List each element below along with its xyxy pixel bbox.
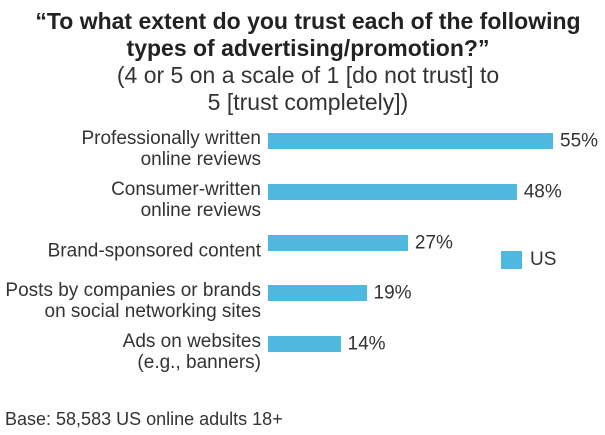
- data-label-value: 48: [523, 181, 545, 203]
- category-label: Posts by companies or brands on social n…: [5, 280, 261, 323]
- legend: US: [501, 249, 556, 270]
- data-label-value: 55: [560, 130, 582, 152]
- legend-swatch: [501, 250, 522, 269]
- data-label: 14%: [348, 334, 386, 355]
- data-label-unit: %: [394, 282, 412, 304]
- category-label: Ads on websites (e.g., banners): [122, 331, 261, 373]
- data-label-value: 27: [414, 232, 437, 253]
- category-label: Consumer-written online reviews: [111, 178, 261, 221]
- chart-subtitle: (4 or 5 on a scale of 1 [do not trust] t…: [116, 62, 500, 115]
- base-note: Base: 58,583 US online adults 18+: [5, 409, 283, 429]
- data-label-value: 19: [373, 282, 395, 304]
- bar: [268, 183, 517, 200]
- bar: [268, 336, 341, 352]
- category-label: Professionally written online reviews: [81, 128, 261, 170]
- category-label: Brand-sponsored content: [47, 240, 261, 261]
- data-label: 48%: [524, 181, 562, 202]
- data-label-unit: %: [544, 181, 562, 203]
- bar: [268, 133, 553, 149]
- data-label-unit: %: [368, 333, 386, 355]
- bar: [268, 234, 408, 251]
- data-label-value: 14: [347, 333, 369, 355]
- chart-title: “To what extent do you trust each of the…: [35, 8, 581, 61]
- data-label: 19%: [374, 283, 412, 304]
- legend-label: US: [530, 249, 557, 270]
- data-label: 27%: [415, 232, 453, 253]
- data-label: 55%: [560, 131, 598, 152]
- bar: [268, 285, 367, 302]
- data-label-unit: %: [436, 232, 453, 253]
- data-label-unit: %: [581, 130, 599, 152]
